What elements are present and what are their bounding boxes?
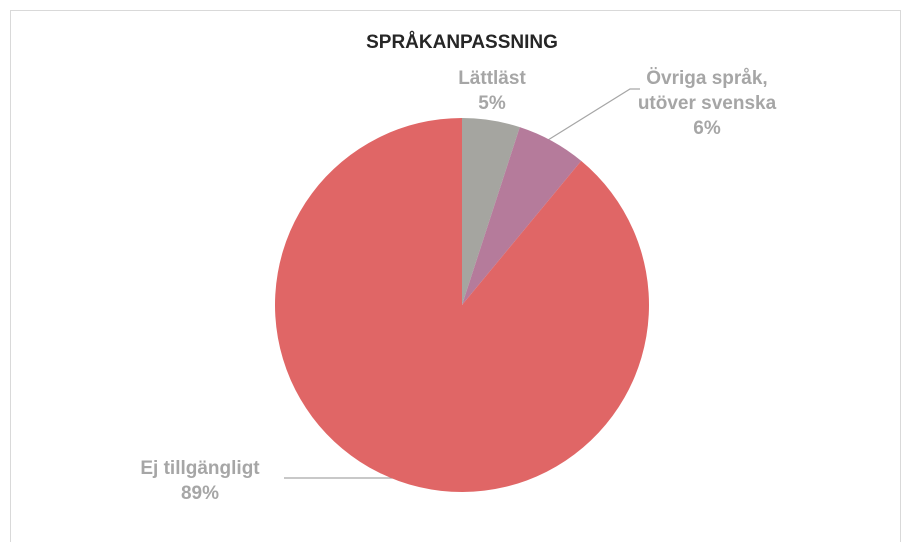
pie-slice [462, 127, 582, 305]
slice-label: Övriga språk, utöver svenska 6% [622, 66, 792, 141]
chart-title: SPRÅKANPASSNING [366, 32, 558, 53]
leader-line [547, 88, 640, 141]
value-label: 6% [693, 118, 721, 139]
leader-line [284, 475, 399, 479]
category-label: Övriga språk, utöver svenska [637, 68, 777, 114]
slice-label: Ej tillgängligt 89% [100, 456, 300, 506]
slice-label: Lättläst 5% [412, 66, 572, 116]
category-label: Lättläst [458, 68, 526, 89]
pie-slice [275, 118, 650, 492]
value-label: 5% [478, 93, 506, 114]
category-label: Ej tillgängligt [140, 458, 260, 479]
value-label: 89% [180, 483, 220, 504]
pie-slice [462, 118, 520, 305]
